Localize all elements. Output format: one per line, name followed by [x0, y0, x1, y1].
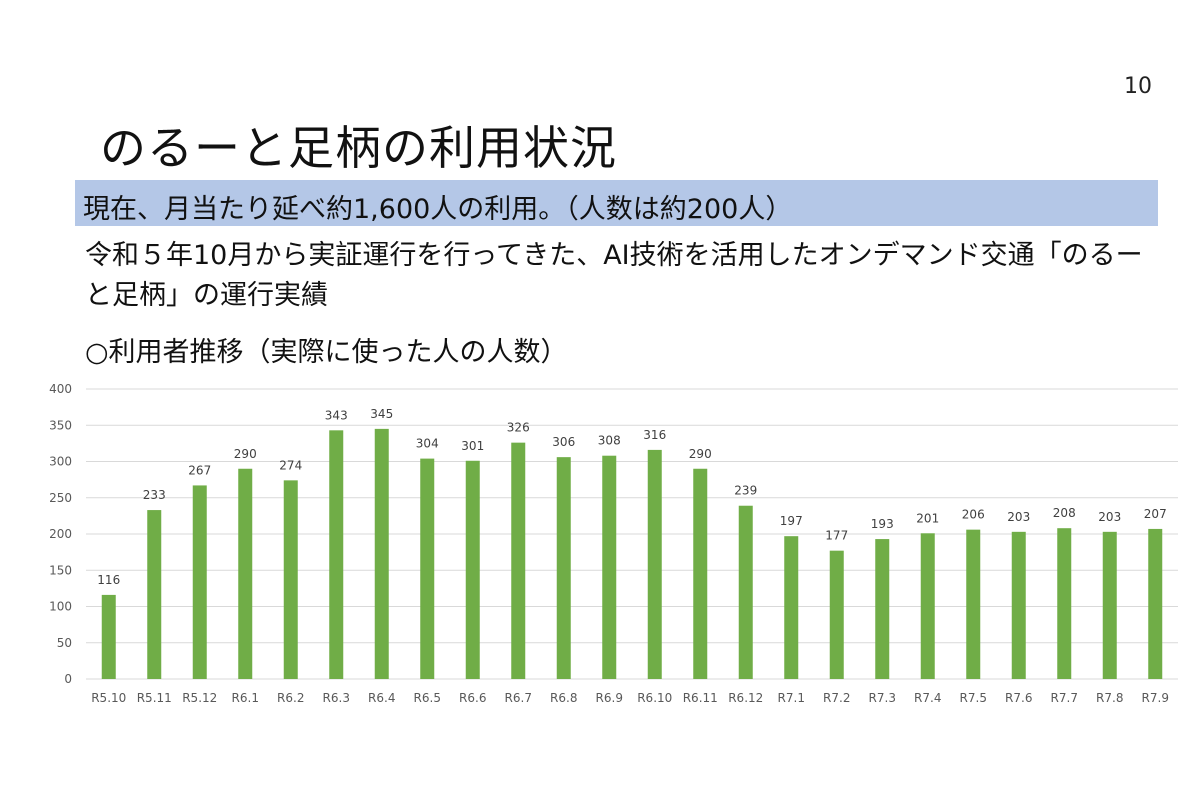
highlight-text: 現在、月当たり延べ約1,600人の利用。（人数は約200人） [83, 194, 793, 225]
y-tick-label: 350 [49, 418, 72, 432]
bar [693, 468, 708, 679]
bar [1148, 528, 1163, 679]
x-tick-label: R7.3 [869, 691, 896, 705]
data-label: 290 [689, 447, 712, 461]
y-tick-label: 200 [49, 527, 72, 541]
x-tick-label: R6.11 [683, 691, 718, 705]
data-label: 177 [825, 529, 848, 543]
data-label: 233 [143, 488, 166, 502]
bar [966, 529, 981, 679]
x-tick-label: R6.4 [368, 691, 395, 705]
y-tick-label: 250 [49, 491, 72, 505]
y-tick-label: 400 [49, 382, 72, 396]
bar [511, 442, 526, 679]
y-tick-label: 0 [64, 672, 72, 686]
y-tick-label: 100 [49, 600, 72, 614]
data-label: 203 [1098, 510, 1121, 524]
y-tick-label: 150 [49, 563, 72, 577]
data-label: 306 [552, 435, 575, 449]
data-label: 316 [643, 428, 666, 442]
x-tick-label: R6.5 [414, 691, 441, 705]
data-label: 207 [1144, 507, 1167, 521]
data-label: 290 [234, 447, 257, 461]
page-title: のるーと足柄の利用状況 [100, 121, 617, 175]
bar [1102, 531, 1117, 679]
bar [283, 480, 298, 679]
data-label: 308 [598, 434, 621, 448]
x-tick-label: R7.5 [960, 691, 987, 705]
x-tick-label: R7.1 [778, 691, 805, 705]
data-label: 197 [780, 514, 803, 528]
bar [374, 428, 389, 679]
x-tick-label: R6.7 [505, 691, 532, 705]
x-tick-label: R7.4 [914, 691, 941, 705]
bar [784, 536, 799, 679]
bar [238, 468, 253, 679]
x-tick-label: R6.2 [277, 691, 304, 705]
data-label: 116 [97, 573, 120, 587]
subheading: ○利用者推移（実際に使った人の人数） [85, 337, 568, 368]
x-tick-label: R6.3 [323, 691, 350, 705]
x-tick-label: R7.7 [1051, 691, 1078, 705]
bar [875, 539, 890, 679]
data-label: 203 [1007, 510, 1030, 524]
bar [920, 533, 935, 679]
bar [602, 455, 617, 679]
x-tick-label: R6.9 [596, 691, 623, 705]
bar [329, 430, 344, 679]
bar [647, 449, 662, 679]
data-label: 239 [734, 484, 757, 498]
data-label: 193 [871, 517, 894, 531]
bar [829, 550, 844, 679]
data-label: 345 [370, 407, 393, 421]
page-number: 10 [1124, 74, 1152, 99]
x-tick-label: R7.2 [823, 691, 850, 705]
bar [101, 594, 116, 679]
data-label: 343 [325, 408, 348, 422]
x-tick-label: R7.9 [1142, 691, 1169, 705]
x-tick-label: R6.6 [459, 691, 486, 705]
x-tick-label: R7.8 [1096, 691, 1123, 705]
data-label: 326 [507, 421, 530, 435]
y-tick-label: 300 [49, 455, 72, 469]
x-tick-label: R6.10 [637, 691, 672, 705]
description: 令和５年10月から実証運行を行ってきた、AI技術を活用したオンデマンド交通「のる… [85, 240, 1143, 311]
x-tick-label: R6.1 [232, 691, 259, 705]
bar [465, 460, 480, 679]
x-tick-label: R7.6 [1005, 691, 1032, 705]
x-tick-label: R5.10 [91, 691, 126, 705]
data-label: 301 [461, 439, 484, 453]
bar [1011, 531, 1026, 679]
data-label: 267 [188, 463, 211, 477]
data-label: 274 [279, 458, 302, 472]
x-tick-label: R5.11 [137, 691, 172, 705]
y-tick-label: 50 [57, 636, 72, 650]
data-label: 304 [416, 437, 439, 451]
x-tick-label: R6.8 [550, 691, 577, 705]
data-label: 208 [1053, 506, 1076, 520]
bar [147, 510, 162, 679]
x-tick-label: R6.12 [728, 691, 763, 705]
bar [556, 457, 571, 679]
data-label: 206 [962, 508, 985, 522]
bar [420, 458, 435, 679]
data-label: 201 [916, 511, 939, 525]
bar [738, 505, 753, 679]
bar [192, 485, 207, 679]
highlight-band: 現在、月当たり延べ約1,600人の利用。（人数は約200人） [75, 180, 1158, 226]
x-tick-label: R5.12 [182, 691, 217, 705]
bar [1057, 528, 1072, 679]
